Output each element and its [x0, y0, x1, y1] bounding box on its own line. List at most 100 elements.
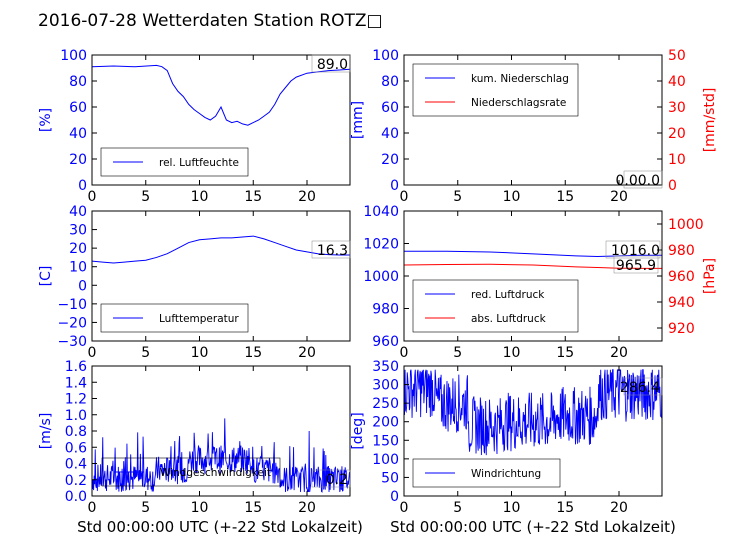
y-right-tick-label: 40	[668, 74, 686, 90]
y-right-tick-label: 0	[668, 178, 677, 194]
legend-box-temperature	[100, 303, 249, 333]
current-value-label: 0.00.0	[615, 173, 660, 189]
y-right-tick-label: 20	[668, 126, 686, 142]
y-tick-label: 0.4	[65, 457, 87, 473]
y-right-tick-label: 980	[668, 243, 695, 259]
y-axis-right-label-rain: [mm/std]	[702, 88, 718, 153]
y-tick-label: 200	[372, 415, 399, 431]
value-box	[311, 469, 351, 488]
y-tick-label: 960	[372, 334, 399, 350]
x-tick-label: 10	[503, 345, 521, 361]
y-tick-label: 0	[78, 278, 87, 294]
x-tick-label: 0	[88, 500, 97, 516]
series-line-pressure-1	[404, 263, 662, 269]
y-right-tick-label: 30	[668, 100, 686, 116]
y-tick-label: 80	[69, 74, 87, 90]
current-value-label: 1016.0	[611, 243, 660, 259]
y-tick-label: 1.6	[65, 359, 87, 375]
x-tick-label: 15	[556, 500, 574, 516]
current-value-label: 89.0	[317, 57, 348, 73]
value-box	[613, 255, 659, 274]
current-value-label: 16.3	[317, 243, 348, 259]
series-line-winddir-0	[404, 368, 662, 456]
y-tick-label: 20	[381, 152, 399, 168]
y-tick-label: 0.2	[65, 473, 87, 489]
x-tick-label: 20	[298, 345, 316, 361]
y-tick-label: 20	[69, 241, 87, 257]
y-tick-label: 250	[372, 396, 399, 412]
x-tick-label: 0	[400, 189, 409, 205]
x-tick-label: 5	[453, 500, 462, 516]
y-tick-label: 0	[390, 489, 399, 505]
x-tick-label: 20	[298, 500, 316, 516]
x-tick-label: 10	[191, 189, 209, 205]
x-axis-label-left: Std 00:00:00 UTC (+-22 Std Lokalzeit)	[77, 518, 363, 536]
y-tick-label: 60	[381, 100, 399, 116]
y-right-tick-label: 1000	[668, 217, 704, 233]
y-tick-label: 40	[381, 126, 399, 142]
panel-pressure: 0 5 10 15 20 960 980 1000 1020 1040 920 940 960 980 10…	[363, 204, 718, 361]
y-tick-label: 1.2	[65, 392, 87, 408]
x-tick-label: 15	[244, 345, 262, 361]
y-tick-label: −10	[57, 297, 87, 313]
chart-title: 2016-07-28 Wetterdaten Station ROTZ□	[38, 11, 383, 31]
y-tick-label: 1.4	[65, 375, 87, 391]
legend-box-winddir	[412, 458, 561, 488]
legend-label: red. Luftdruck	[471, 289, 545, 301]
x-tick-label: 20	[610, 189, 628, 205]
y-tick-label: 0.8	[65, 424, 87, 440]
x-tick-label: 10	[503, 189, 521, 205]
legend-label: Lufttemperatur	[159, 313, 239, 325]
y-tick-label: 0.6	[65, 440, 87, 456]
x-tick-label: 15	[556, 189, 574, 205]
y-right-tick-label: 940	[668, 295, 695, 311]
y-tick-label: 50	[381, 470, 399, 486]
y-tick-label: 100	[372, 48, 399, 64]
x-tick-label: 20	[298, 189, 316, 205]
y-tick-label: 1040	[363, 204, 399, 220]
x-tick-label: 10	[503, 500, 521, 516]
y-tick-label: 1020	[363, 237, 399, 253]
plot-frame-rain	[403, 54, 663, 186]
y-axis-label-temperature: [C]	[38, 266, 54, 287]
series-line-pressure-0	[404, 250, 662, 258]
y-tick-label: 30	[69, 223, 87, 239]
y-axis-right-label-pressure: [hPa]	[702, 258, 718, 294]
x-tick-label: 0	[400, 500, 409, 516]
x-tick-label: 0	[88, 345, 97, 361]
x-tick-label: 5	[453, 189, 462, 205]
legend-label: Windgeschwindigkeit	[160, 467, 271, 479]
value-box	[623, 170, 663, 189]
legend-box-pressure	[412, 279, 579, 333]
y-tick-label: 1.0	[65, 408, 87, 424]
y-tick-label: 1000	[363, 269, 399, 285]
legend-label: Niederschlagsrate	[471, 97, 566, 109]
series-line-temperature-0	[92, 235, 350, 264]
current-value-label: 965.9	[616, 258, 656, 274]
value-box	[623, 377, 663, 396]
x-axis-label-right: Std 00:00:00 UTC (+-22 Std Lokalzeit)	[390, 518, 676, 536]
value-box	[311, 54, 351, 73]
value-box	[605, 240, 661, 259]
x-tick-label: 15	[556, 345, 574, 361]
legend-label: kum. Niederschlag	[471, 73, 569, 85]
y-tick-label: 20	[69, 152, 87, 168]
current-value-label: 0.2	[326, 472, 348, 488]
y-axis-label-rain: [mm]	[350, 101, 366, 139]
y-right-tick-label: 960	[668, 269, 695, 285]
legend-box-windspeed	[101, 457, 281, 487]
panel-temperature: 0 5 10 15 20 −30 −20 −10 0 10 20 30 40 [C] Lufttempera…	[38, 204, 351, 361]
series-line-windspeed-0	[92, 418, 350, 493]
x-tick-label: 15	[244, 189, 262, 205]
y-tick-label: 980	[372, 302, 399, 318]
y-tick-label: −30	[57, 334, 87, 350]
y-tick-label: 100	[60, 48, 87, 64]
x-tick-label: 20	[610, 345, 628, 361]
legend-label: rel. Luftfeuchte	[159, 157, 239, 169]
panel-windspeed: 0 5 10 15 200.00.20.40.60.81.01.21.41.6[m/s]…	[38, 359, 351, 516]
plot-frame-winddir	[403, 365, 663, 497]
panel-winddir: 0 5 10 15 20050100150200250300350[deg]Windri…	[350, 359, 663, 516]
x-tick-label: 5	[453, 345, 462, 361]
value-box	[311, 240, 351, 259]
